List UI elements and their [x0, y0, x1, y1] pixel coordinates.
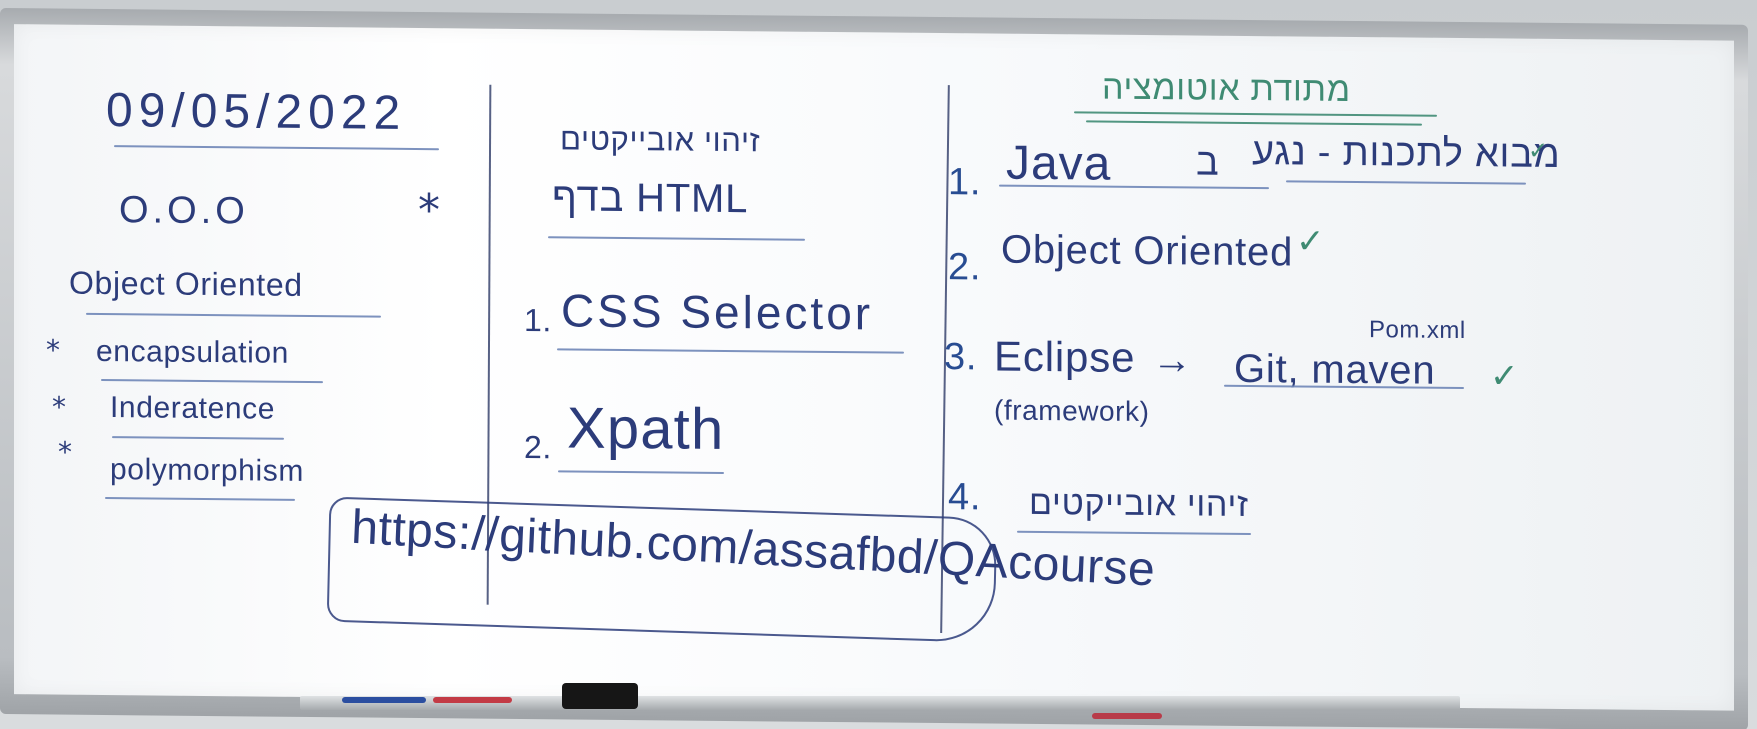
left-item-list: * encapsulation * Inderatence * polymorp… [14, 24, 1734, 501]
item-1-java: Java [1006, 136, 1112, 191]
marker-blue [342, 697, 426, 703]
inderatence-text: Inderatence [110, 391, 276, 426]
item-3-eclipse: Eclipse [994, 332, 1136, 381]
right-title-underline-1 [1074, 111, 1437, 117]
item-4-hebrew: זיהוי אובייקטים [1029, 483, 1249, 524]
middle-heading-html: HTML בדף [552, 175, 749, 222]
ooo-text: O.O.O [119, 189, 249, 233]
inderatence-underline [112, 436, 284, 440]
item-1-number: 1. [948, 161, 982, 204]
middle-heading-hebrew: זיהוי אובייקטים [560, 121, 761, 159]
bullet-star-3: * [58, 435, 73, 469]
css-selector-underline [557, 348, 904, 354]
polymorphism-text: polymorphism [110, 453, 304, 488]
bullet-star-2: * [52, 390, 67, 424]
right-title-hebrew: מתודת אוטומציה [1102, 68, 1351, 109]
star-mark: * [418, 185, 441, 237]
object-oriented-text: Object Oriented [69, 264, 303, 303]
marker-red-1 [433, 697, 512, 703]
item-3-pom-note: Pom.xml [1369, 316, 1466, 345]
item-1-check-icon: ✓ [1528, 136, 1549, 165]
xpath-number: 2. [524, 429, 552, 466]
xpath-underline [558, 470, 724, 474]
xpath-text: Xpath [567, 395, 725, 462]
css-selector-text: CSS Selector [561, 284, 874, 340]
date-text: 09/05/2022 [106, 84, 407, 140]
item-3-framework: (framework) [994, 394, 1150, 428]
item-4-number: 4. [948, 476, 982, 519]
item-1-hebrew: מבוא לתכנות - נגע [1252, 131, 1561, 176]
encapsulation-text: encapsulation [96, 334, 289, 370]
right-title-underline-2 [1086, 120, 1422, 126]
bullet-star-1: * [46, 333, 61, 367]
marker-red-2 [1092, 713, 1162, 719]
whiteboard-eraser [562, 683, 638, 709]
whiteboard-frame: 09/05/2022 O.O.O * Object Oriented * enc… [0, 8, 1748, 729]
item-3-arrow-icon: → [1152, 338, 1193, 383]
item-3-check-icon: ✓ [1490, 356, 1519, 397]
css-number: 1. [524, 302, 552, 339]
item-4-underline [1017, 530, 1251, 536]
item-2-number: 2. [948, 246, 982, 289]
item-2-text: Object Oriented [1001, 227, 1294, 275]
whiteboard-surface: 09/05/2022 O.O.O * Object Oriented * enc… [14, 24, 1734, 711]
item-1-suffix: ב [1196, 141, 1220, 184]
object-oriented-underline [86, 312, 381, 318]
polymorphism-underline [105, 497, 295, 501]
item-3-number: 3. [944, 336, 978, 379]
encapsulation-underline [101, 378, 323, 384]
item-1-underline-hebrew [1286, 180, 1526, 185]
date-underline [114, 145, 439, 151]
item-2-check-icon: ✓ [1296, 221, 1325, 262]
middle-heading-underline [548, 236, 805, 241]
